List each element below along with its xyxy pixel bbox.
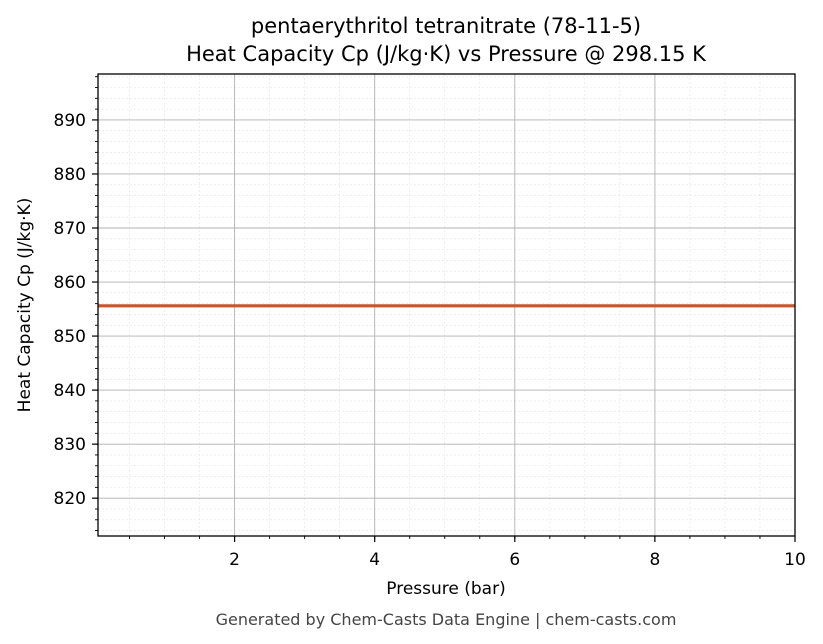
y-tick-label: 850 <box>54 327 86 347</box>
y-axis-label: Heat Capacity Cp (J/kg·K) <box>15 198 35 413</box>
y-tick-label: 880 <box>54 165 86 185</box>
x-axis-label: Pressure (bar) <box>386 579 505 599</box>
chart-subtitle: Heat Capacity Cp (J/kg·K) vs Pressure @ … <box>186 42 707 66</box>
grid-minor <box>98 74 795 536</box>
y-tick-label: 860 <box>54 273 86 293</box>
y-tick-label: 820 <box>54 489 86 509</box>
y-tick-label: 890 <box>54 111 86 131</box>
plot-frame <box>97 73 796 537</box>
chart-title: pentaerythritol tetranitrate (78-11-5) <box>251 14 641 38</box>
y-tick-label: 830 <box>54 435 86 455</box>
x-tick-label: 2 <box>229 550 240 570</box>
footer-text: Generated by Chem-Casts Data Engine | ch… <box>216 610 677 629</box>
x-tick-label: 8 <box>649 550 660 570</box>
y-tick-label: 840 <box>54 381 86 401</box>
y-tick-label: 870 <box>54 219 86 239</box>
x-tick-label: 6 <box>509 550 520 570</box>
x-tick-label: 4 <box>369 550 380 570</box>
x-tick-label: 10 <box>784 550 806 570</box>
